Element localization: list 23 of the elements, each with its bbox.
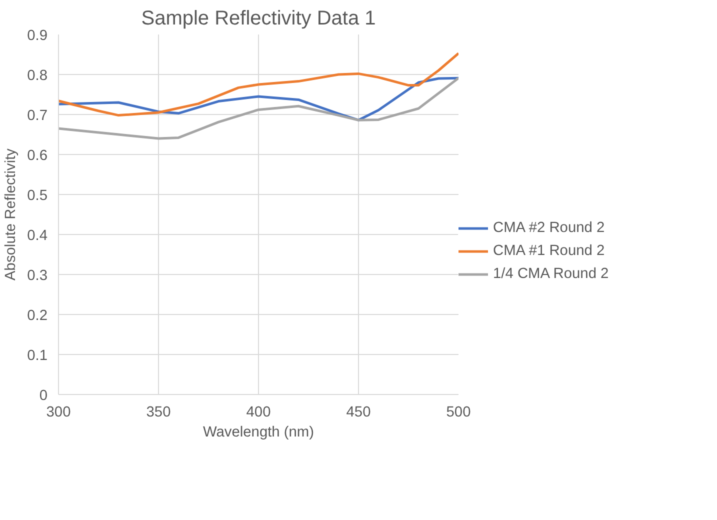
y-tick-label: 0.2 bbox=[27, 308, 48, 324]
x-tick-label: 400 bbox=[246, 404, 271, 420]
legend-label: CMA #2 Round 2 bbox=[493, 220, 605, 236]
y-axis-title: Absolute Reflectivity bbox=[3, 148, 20, 280]
y-tick-label: 0.8 bbox=[27, 68, 48, 84]
y-tick-label: 0.9 bbox=[27, 28, 48, 44]
y-tick-label: 0.3 bbox=[27, 268, 48, 284]
y-tick-label: 0.4 bbox=[27, 228, 48, 244]
line-series bbox=[58, 76, 458, 140]
chart-title: Sample Reflectivity Data 1 bbox=[141, 8, 376, 30]
y-tick-label: 0.1 bbox=[27, 348, 48, 364]
x-axis-title: Wavelength (nm) bbox=[202, 424, 314, 440]
y-tick-label: 0.6 bbox=[27, 148, 48, 164]
x-tick-label: 500 bbox=[446, 404, 471, 420]
y-tick-label: 0 bbox=[39, 388, 48, 404]
x-tick-label: 450 bbox=[346, 404, 371, 420]
legend-label: CMA #1 Round 2 bbox=[493, 243, 605, 259]
legend-label: 1/4 CMA Round 2 bbox=[493, 266, 609, 282]
line-series bbox=[58, 52, 458, 117]
x-tick-label: 350 bbox=[146, 404, 171, 420]
y-tick-label: 0.5 bbox=[27, 188, 48, 204]
x-tick-label: 300 bbox=[46, 404, 71, 420]
y-tick-label: 0.7 bbox=[27, 108, 48, 124]
